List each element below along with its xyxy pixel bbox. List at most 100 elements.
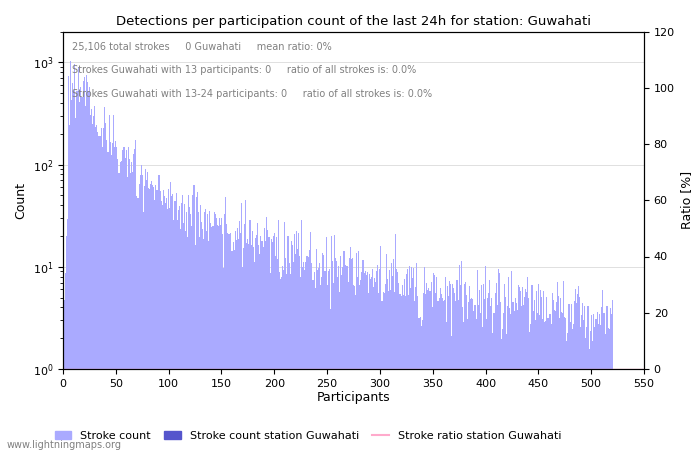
Bar — [206, 231, 207, 450]
Bar — [485, 266, 486, 450]
Text: Strokes Guwahati with 13 participants: 0     ratio of all strokes is: 0.0%: Strokes Guwahati with 13 participants: 0… — [71, 65, 416, 75]
Bar — [131, 162, 132, 450]
Bar — [162, 206, 163, 450]
Bar — [581, 315, 582, 450]
Bar — [358, 252, 359, 450]
Bar — [78, 68, 79, 450]
Bar — [387, 279, 388, 450]
Bar — [442, 298, 443, 450]
Bar — [603, 313, 604, 450]
Bar — [264, 228, 265, 450]
Bar — [219, 218, 220, 450]
Bar — [475, 319, 477, 450]
Bar — [526, 292, 527, 450]
Bar — [413, 268, 414, 450]
Bar — [89, 87, 90, 450]
Bar — [102, 147, 103, 450]
Bar — [247, 239, 248, 450]
Bar — [591, 315, 592, 450]
Bar — [465, 282, 466, 450]
Bar — [556, 302, 557, 450]
Bar — [436, 277, 438, 450]
Bar — [94, 106, 95, 450]
Bar — [540, 290, 541, 450]
Bar — [77, 91, 78, 450]
Bar — [441, 293, 442, 450]
Bar — [197, 212, 199, 450]
Bar — [183, 223, 184, 450]
Bar — [243, 248, 244, 450]
Bar — [346, 266, 348, 450]
Bar — [427, 290, 428, 450]
Bar — [543, 291, 544, 450]
Bar — [523, 305, 524, 450]
Bar — [274, 233, 275, 450]
Bar — [409, 266, 410, 450]
Bar — [579, 297, 580, 450]
Bar — [299, 256, 300, 450]
Bar — [369, 274, 370, 450]
Bar — [304, 270, 305, 450]
Bar — [125, 158, 126, 450]
Bar — [284, 222, 286, 450]
Bar — [411, 267, 412, 450]
Bar — [538, 284, 539, 450]
Bar — [261, 241, 262, 450]
Bar — [237, 228, 238, 450]
Bar — [506, 334, 507, 450]
Bar — [595, 320, 596, 450]
Bar — [240, 234, 241, 450]
Bar — [461, 261, 462, 450]
Bar — [151, 181, 153, 450]
Bar — [587, 306, 589, 450]
Bar — [188, 195, 189, 450]
Bar — [542, 319, 543, 450]
Bar — [272, 242, 273, 450]
Bar — [273, 236, 274, 450]
Bar — [265, 241, 266, 450]
Bar — [178, 206, 180, 450]
Bar — [350, 247, 351, 450]
Bar — [498, 273, 500, 450]
Bar — [505, 297, 506, 450]
Bar — [412, 278, 413, 450]
Bar — [71, 100, 72, 450]
Bar — [295, 254, 296, 450]
Bar — [417, 296, 419, 450]
Bar — [277, 259, 278, 450]
Bar — [482, 327, 483, 450]
Bar — [419, 317, 421, 450]
Bar — [105, 123, 106, 450]
Bar — [292, 245, 293, 450]
Bar — [502, 329, 503, 450]
Bar — [337, 277, 338, 450]
Bar — [147, 172, 148, 450]
Bar — [300, 276, 301, 450]
Bar — [524, 297, 525, 450]
Bar — [559, 318, 560, 450]
Bar — [201, 222, 202, 450]
Bar — [371, 277, 372, 450]
Bar — [328, 271, 329, 450]
Legend: Stroke count, Stroke count station Guwahati, Stroke ratio station Guwahati: Stroke count, Stroke count station Guwah… — [51, 428, 565, 445]
Bar — [384, 292, 385, 450]
Bar — [367, 272, 368, 450]
Bar — [228, 234, 230, 450]
Bar — [392, 276, 393, 450]
Bar — [536, 291, 537, 450]
Bar — [458, 266, 460, 450]
Bar — [309, 233, 311, 450]
Bar — [76, 91, 77, 450]
Bar — [218, 226, 219, 450]
Bar — [355, 295, 356, 450]
Bar — [145, 169, 146, 450]
Bar — [529, 332, 531, 450]
Bar — [544, 322, 545, 450]
Bar — [585, 338, 587, 450]
Bar — [596, 319, 597, 450]
Bar — [463, 322, 464, 450]
Bar — [430, 291, 431, 450]
Bar — [73, 91, 74, 450]
Bar — [297, 249, 298, 450]
Bar — [122, 147, 124, 450]
